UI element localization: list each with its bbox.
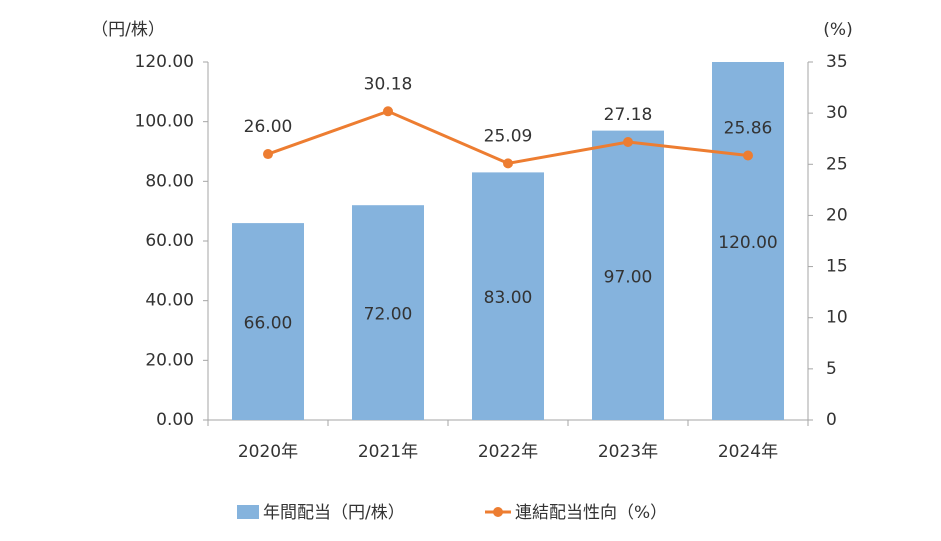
y-axis-label: （円/株）	[91, 20, 165, 40]
bar-value-label: 83.00	[484, 288, 533, 308]
bar	[232, 223, 304, 420]
bar-value-label: 72.00	[364, 305, 413, 325]
line-value-label: 26.00	[244, 117, 293, 137]
x-tick-label: 2023年	[598, 442, 658, 462]
line-value-label: 25.86	[724, 118, 773, 138]
bar	[592, 130, 664, 420]
legend-swatch	[237, 505, 259, 519]
bar	[352, 205, 424, 420]
y-tick-label: 120.00	[135, 52, 194, 72]
y2-tick-label: 20	[826, 205, 848, 225]
bar-value-label: 66.00	[244, 314, 293, 334]
y-tick-label: 100.00	[135, 112, 194, 132]
line-marker	[743, 150, 753, 161]
legend-label: 年間配当（円/株）	[263, 503, 405, 523]
y2-axis-label: (%)	[823, 20, 852, 40]
line-value-label: 27.18	[604, 105, 653, 125]
bar-value-label: 97.00	[604, 267, 653, 287]
line-marker	[263, 149, 273, 160]
x-tick-label: 2024年	[718, 442, 778, 462]
line-value-label: 30.18	[364, 74, 413, 94]
line-marker	[503, 158, 513, 169]
legend-label: 連結配当性向（%）	[515, 503, 667, 523]
y2-tick-label: 15	[826, 257, 848, 277]
bar	[712, 62, 784, 420]
y-tick-label: 20.00	[145, 350, 194, 370]
bar-value-label: 120.00	[718, 233, 777, 253]
bar	[472, 172, 544, 420]
line-marker	[623, 136, 633, 147]
line-value-label: 25.09	[484, 126, 533, 146]
y2-tick-label: 30	[826, 103, 848, 123]
y2-tick-label: 10	[826, 308, 848, 328]
y-tick-label: 0.00	[156, 410, 194, 430]
y-tick-label: 40.00	[145, 291, 194, 311]
line-marker	[383, 106, 393, 117]
x-tick-label: 2021年	[358, 442, 418, 462]
x-tick-label: 2020年	[238, 442, 298, 462]
y2-tick-label: 0	[826, 410, 837, 430]
y2-tick-label: 25	[826, 154, 848, 174]
y2-tick-label: 5	[826, 359, 837, 379]
y-tick-label: 80.00	[145, 171, 194, 191]
y-tick-label: 60.00	[145, 231, 194, 251]
y2-tick-label: 35	[826, 52, 848, 72]
x-tick-label: 2022年	[478, 442, 538, 462]
legend-marker	[493, 507, 503, 517]
